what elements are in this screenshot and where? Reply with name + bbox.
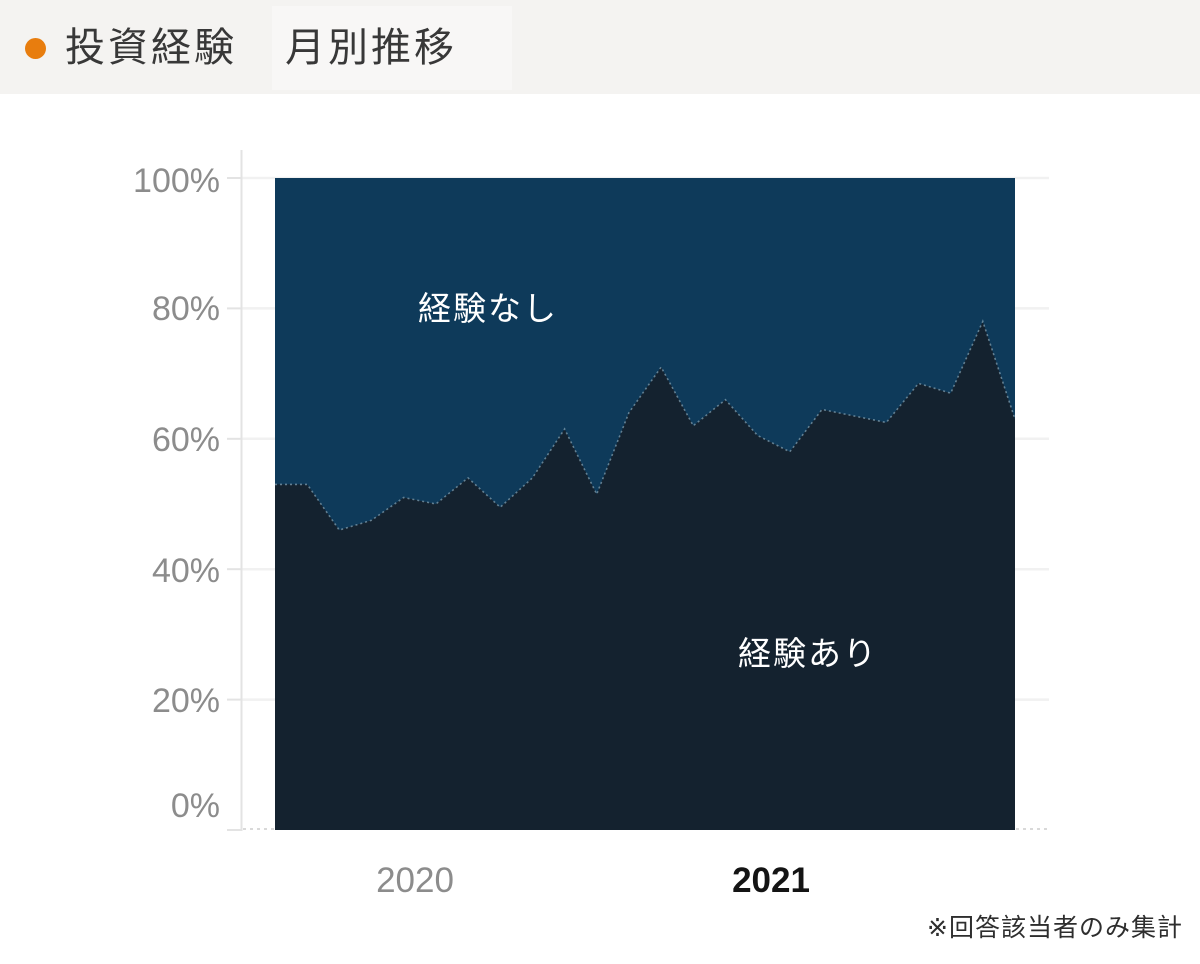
header: 投資経験 月別推移 bbox=[0, 0, 1200, 94]
title-tab-monthly[interactable] bbox=[272, 6, 512, 90]
series-label-no-experience: 経験なし bbox=[418, 290, 558, 327]
area-has-experience[interactable] bbox=[275, 321, 1015, 830]
series-label-has-experience: 経験あり bbox=[738, 635, 878, 672]
page-subtitle: 月別推移 bbox=[285, 26, 457, 70]
footnote: ※回答該当者のみ集計 bbox=[927, 914, 1183, 942]
x-axis-label-2020[interactable]: 2020 bbox=[376, 861, 454, 900]
y-axis-label: 20% bbox=[151, 682, 220, 720]
page-title: 投資経験 bbox=[65, 26, 237, 70]
y-axis-label: 60% bbox=[151, 421, 220, 459]
y-axis-label: 80% bbox=[151, 290, 220, 328]
x-axis-label-2021[interactable]: 2021 bbox=[732, 861, 810, 900]
y-axis-label: 40% bbox=[151, 552, 220, 590]
y-axis-label: 100% bbox=[133, 162, 220, 200]
bullet-icon bbox=[25, 38, 46, 59]
y-axis-label: 0% bbox=[170, 787, 220, 825]
